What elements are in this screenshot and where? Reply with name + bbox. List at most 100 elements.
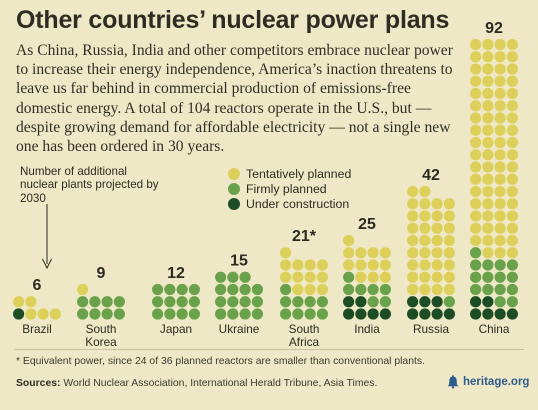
dot-mark [343, 283, 355, 296]
dot-mark [188, 283, 200, 296]
data-label: 15 [230, 253, 248, 270]
dot-mark [419, 283, 431, 296]
category-label: Brazil [22, 322, 52, 336]
dot-mark [431, 222, 443, 234]
dot-mark [506, 100, 518, 112]
dot-mark [494, 100, 506, 112]
page-title: Other countries’ nuclear power plans [16, 6, 450, 34]
bar-india [343, 234, 391, 320]
chart-legend: Tentatively planned Firmly planned Under c… [228, 166, 351, 211]
dot-mark [470, 149, 482, 161]
dot-mark [215, 271, 227, 283]
dot-mark [443, 234, 455, 247]
dot-mark [470, 63, 482, 75]
data-label: 6 [33, 277, 42, 294]
dot-mark [494, 210, 506, 222]
dot-mark [239, 271, 251, 283]
category-label: Africa [289, 335, 320, 349]
dot-mark [215, 296, 227, 308]
dot-mark [101, 308, 113, 320]
dot-mark [443, 259, 455, 271]
dot-mark [280, 296, 292, 308]
legend-swatch [228, 197, 240, 210]
dot-mark [215, 283, 227, 296]
dot-mark [470, 271, 482, 283]
dot-mark [407, 210, 419, 222]
dot-mark [482, 185, 494, 198]
dot-mark [316, 259, 328, 271]
brand-text: heritage.org [463, 376, 530, 388]
dot-mark [443, 222, 455, 234]
heritage-logo[interactable]: heritage.org [446, 375, 529, 389]
dot-mark [482, 247, 494, 259]
axis-note: Number of additional nuclear plants proj… [20, 165, 159, 205]
liberty-bell-icon [447, 375, 459, 389]
dot-mark [506, 38, 518, 51]
dot-mark [407, 259, 419, 271]
bar-south-korea [77, 283, 125, 320]
dot-mark [470, 38, 482, 51]
dot-mark [367, 259, 379, 271]
dot-mark [482, 149, 494, 161]
dot-mark [470, 198, 482, 210]
dot-mark [431, 198, 443, 210]
dot-mark [470, 234, 482, 247]
legend-label: Firmly planned [246, 181, 327, 196]
dot-mark [343, 271, 355, 283]
sources-line: Sources: World Nuclear Association, Inte… [16, 378, 377, 389]
dot-mark [506, 185, 518, 198]
dot-mark [407, 222, 419, 234]
dot-mark [482, 136, 494, 149]
dot-mark [407, 234, 419, 247]
dot-mark [506, 51, 518, 63]
dot-mark [494, 271, 506, 283]
dot-mark [304, 259, 316, 271]
dot-mark [470, 185, 482, 198]
dot-mark [482, 271, 494, 283]
dot-mark [506, 63, 518, 75]
bar-brazil [13, 296, 61, 320]
sources-text: World Nuclear Association, International… [60, 378, 378, 389]
sources-label: Sources: [16, 378, 61, 389]
data-label: 42 [422, 167, 440, 184]
dot-mark [379, 308, 391, 320]
dot-mark [494, 63, 506, 75]
legend-item: Tentatively planned [228, 166, 351, 181]
dot-mark [506, 112, 518, 124]
dot-mark [407, 283, 419, 296]
dot-mark [431, 234, 443, 247]
dot-mark [482, 124, 494, 136]
dot-mark [343, 234, 355, 247]
dot-mark [407, 308, 419, 320]
dot-mark [37, 308, 49, 320]
dot-mark [482, 63, 494, 75]
dot-mark [470, 296, 482, 308]
dot-mark [164, 283, 176, 296]
dot-mark [470, 173, 482, 185]
dot-mark [419, 210, 431, 222]
footnote: * Equivalent power, since 24 of 36 plann… [16, 356, 425, 367]
dot-mark [316, 308, 328, 320]
dot-mark [152, 308, 164, 320]
dot-mark [482, 112, 494, 124]
dot-mark [49, 308, 61, 320]
dot-mark [419, 247, 431, 259]
dot-mark [494, 185, 506, 198]
dot-mark [506, 124, 518, 136]
dot-mark [407, 247, 419, 259]
dot-mark [494, 222, 506, 234]
dot-mark [443, 210, 455, 222]
dot-mark [494, 247, 506, 259]
dot-mark [470, 87, 482, 100]
dot-mark [419, 259, 431, 271]
dot-mark [506, 308, 518, 320]
data-label: 9 [97, 265, 106, 282]
dot-mark [482, 296, 494, 308]
dot-mark [367, 247, 379, 259]
dot-mark [164, 296, 176, 308]
dot-mark [494, 38, 506, 51]
dot-mark [506, 198, 518, 210]
dot-mark [470, 283, 482, 296]
dot-mark [77, 296, 89, 308]
dot-mark [482, 210, 494, 222]
